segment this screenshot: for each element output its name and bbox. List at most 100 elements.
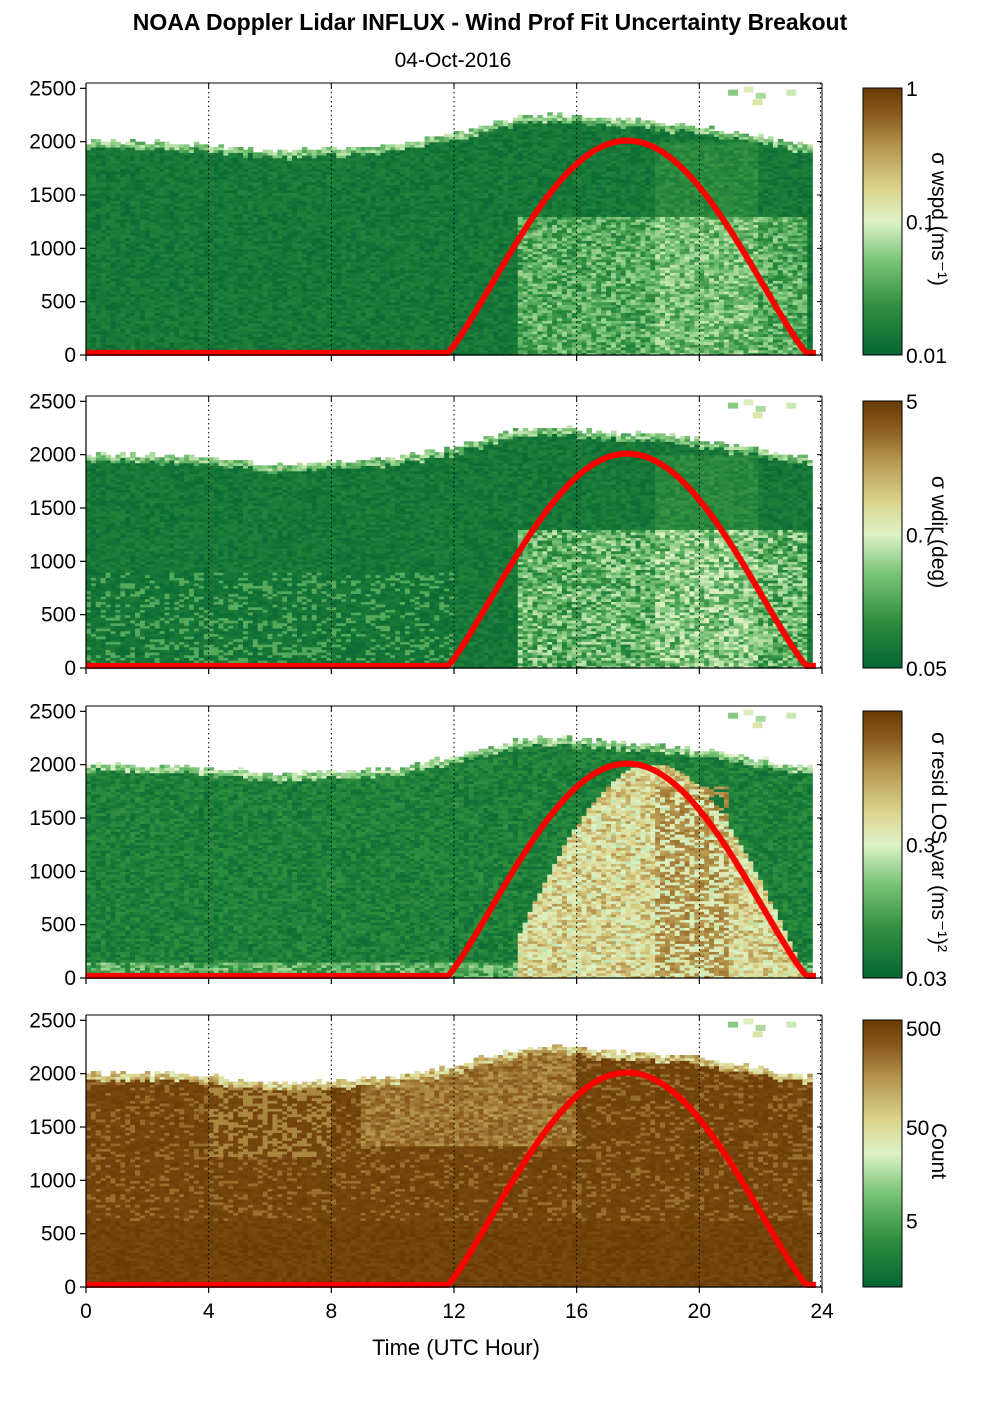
heatmap-cell — [95, 264, 102, 268]
heatmap-cell — [105, 269, 112, 273]
heatmap-cell — [130, 227, 136, 231]
heatmap-cell — [125, 264, 131, 268]
heatmap-cell — [154, 277, 161, 281]
heatmap-cell — [208, 149, 215, 153]
heatmap-cell — [169, 216, 175, 220]
heatmap-cell — [159, 344, 166, 348]
heatmap-cell — [189, 291, 195, 295]
heatmap-cell — [115, 213, 121, 217]
heatmap-cell — [208, 197, 215, 201]
heatmap-cell — [130, 216, 136, 220]
heatmap-cell — [110, 240, 117, 244]
heatmap-cell — [179, 168, 185, 172]
heatmap-cell — [135, 269, 141, 273]
heatmap-cell — [100, 205, 107, 209]
heatmap-cell — [174, 272, 180, 276]
heatmap-cell — [164, 309, 171, 313]
heatmap-cell — [120, 211, 126, 215]
heatmap-cell — [213, 149, 220, 153]
heatmap-cell — [169, 328, 175, 332]
heatmap-cell — [193, 155, 200, 159]
heatmap-cell — [179, 253, 185, 257]
heatmap-cell — [184, 181, 190, 185]
heatmap-cell — [86, 304, 92, 308]
heatmap-cell — [208, 272, 215, 276]
heatmap-cell — [189, 301, 195, 305]
heatmap-cell — [90, 173, 97, 177]
heatmap-cell — [164, 299, 171, 303]
heatmap-cell — [164, 296, 171, 300]
heatmap-cell — [174, 189, 180, 193]
heatmap-cell — [198, 304, 205, 308]
heatmap-cell — [154, 312, 161, 316]
heatmap-cell — [193, 328, 200, 332]
heatmap-cell — [154, 144, 161, 148]
heatmap-cell — [110, 149, 117, 153]
heatmap-cell — [120, 251, 126, 255]
heatmap-cell — [90, 139, 97, 143]
heatmap-cell — [86, 296, 92, 300]
heatmap-cell — [193, 213, 200, 217]
heatmap-cell — [208, 261, 215, 265]
heatmap-cell — [159, 253, 166, 257]
heatmap-cell — [174, 277, 180, 281]
heatmap-cell — [203, 277, 210, 281]
heatmap-cell — [159, 280, 166, 284]
heatmap-cell — [208, 211, 215, 215]
heatmap-cell — [130, 269, 136, 273]
heatmap-cell — [164, 269, 171, 273]
heatmap-cell — [213, 155, 220, 159]
heatmap-cell — [139, 200, 146, 204]
heatmap-cell — [95, 235, 102, 239]
heatmap-cell — [179, 189, 185, 193]
heatmap-cell — [135, 176, 141, 180]
heatmap-cell — [90, 301, 97, 305]
heatmap-cell — [144, 152, 151, 156]
heatmap-cell — [86, 293, 92, 297]
heatmap-cell — [208, 195, 215, 199]
heatmap-cell — [105, 325, 112, 329]
heatmap-cell — [149, 272, 156, 276]
heatmap-cell — [169, 192, 175, 196]
heatmap-cell — [86, 264, 92, 268]
heatmap-cell — [203, 200, 210, 204]
heatmap-cell — [139, 221, 146, 225]
heatmap-cell — [115, 320, 121, 324]
heatmap-cell — [198, 219, 205, 223]
heatmap-cell — [208, 176, 215, 180]
heatmap-cell — [164, 317, 171, 321]
heatmap-cell — [169, 285, 175, 289]
heatmap-cell — [169, 331, 175, 335]
heatmap-cell — [213, 312, 220, 316]
heatmap-cell — [213, 269, 220, 273]
heatmap-cell — [115, 275, 121, 279]
heatmap-cell — [223, 149, 229, 153]
heatmap-cell — [159, 261, 166, 265]
heatmap-cell — [193, 264, 200, 268]
heatmap-cell — [139, 232, 146, 236]
heatmap-cell — [86, 157, 92, 161]
heatmap-cell — [213, 157, 220, 161]
heatmap-cell — [120, 277, 126, 281]
heatmap-cell — [130, 149, 136, 153]
heatmap-cell — [208, 309, 215, 313]
heatmap-cell — [115, 144, 121, 148]
heatmap-cell — [184, 195, 190, 199]
heatmap-cell — [120, 344, 126, 348]
heatmap-cell — [139, 181, 146, 185]
heatmap-cell — [174, 339, 180, 343]
heatmap-cell — [159, 256, 166, 260]
heatmap-cell — [164, 171, 171, 175]
heatmap-cell — [135, 312, 141, 316]
heatmap-cell — [208, 304, 215, 308]
heatmap-cell — [115, 291, 121, 295]
heatmap-cell — [135, 275, 141, 279]
heatmap-cell — [135, 213, 141, 217]
heatmap-cell — [125, 272, 131, 276]
heatmap-cell — [105, 253, 112, 257]
heatmap-cell — [208, 192, 215, 196]
heatmap-cell — [154, 275, 161, 279]
heatmap-cell — [115, 299, 121, 303]
heatmap-cell — [135, 160, 141, 164]
heatmap-cell — [90, 344, 97, 348]
